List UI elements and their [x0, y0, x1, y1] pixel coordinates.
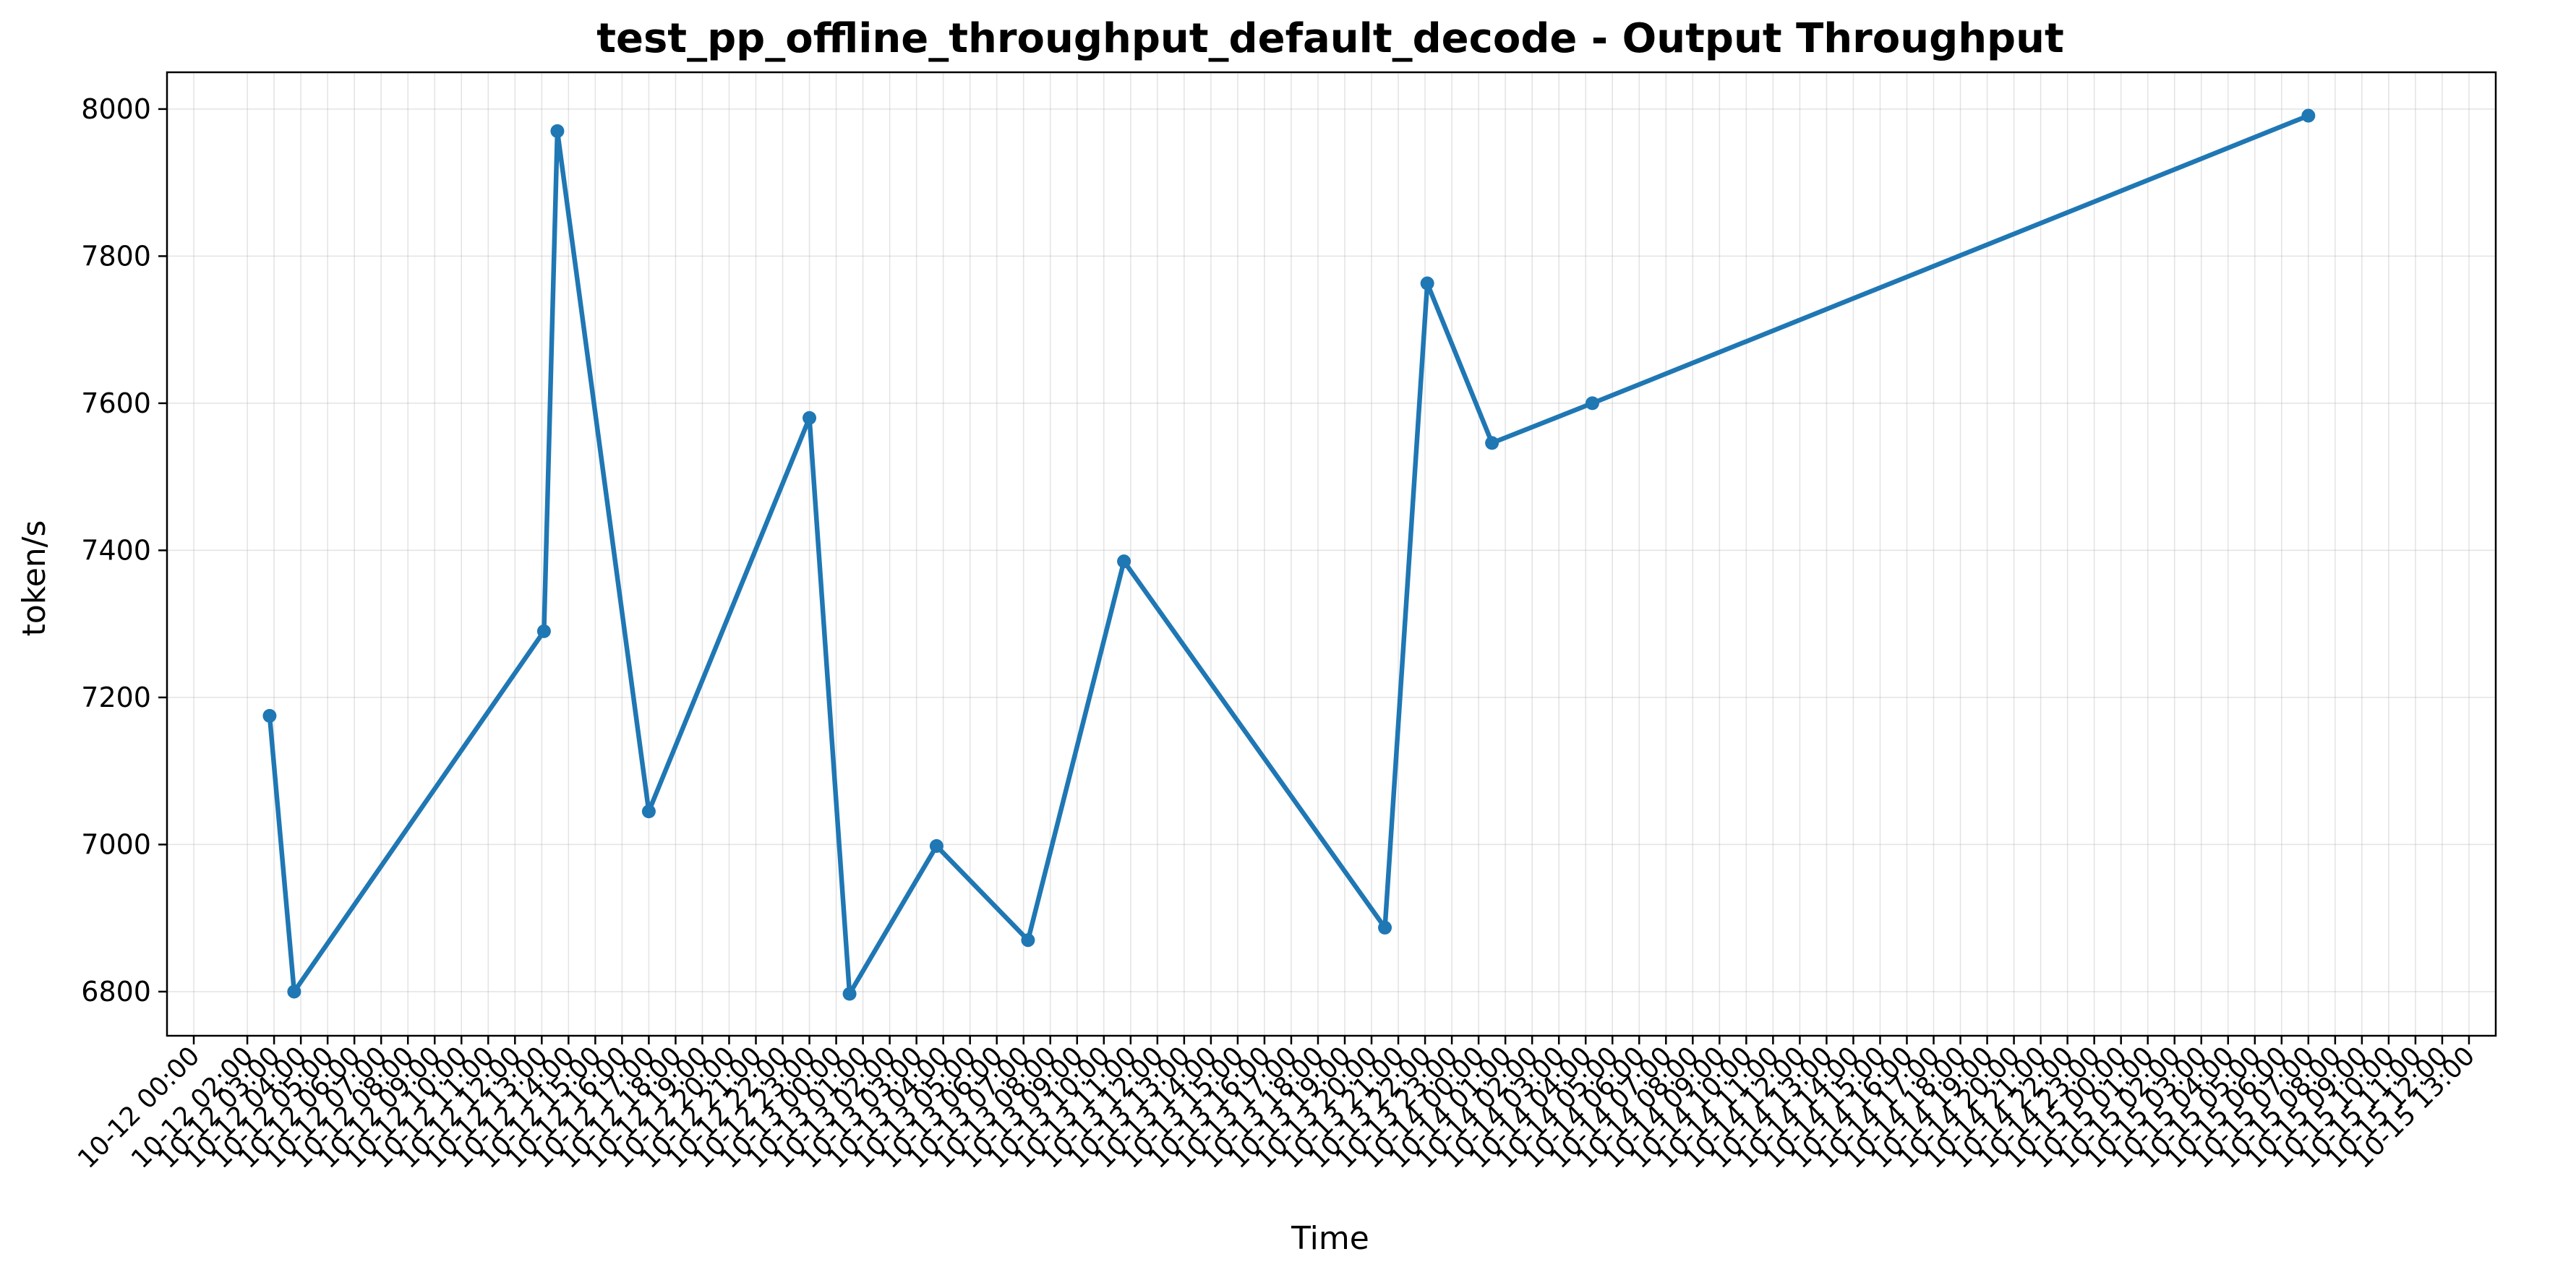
data-point	[550, 124, 565, 138]
data-point	[2301, 108, 2316, 123]
data-point	[1021, 933, 1035, 948]
y-tick-label: 7000	[81, 828, 151, 860]
x-axis-label: Time	[1291, 1220, 1369, 1257]
data-point	[641, 804, 656, 819]
y-tick-label: 8000	[81, 93, 151, 125]
data-point	[842, 987, 857, 1001]
y-tick-label: 7200	[81, 682, 151, 713]
data-point	[262, 708, 277, 723]
data-point	[536, 624, 551, 638]
grid-lines	[167, 72, 2496, 1036]
y-tick-label: 7800	[81, 240, 151, 272]
plot-frame	[166, 71, 2497, 1037]
y-axis-label: token/s	[16, 520, 53, 637]
data-series	[262, 108, 2316, 1001]
data-point	[929, 838, 943, 853]
chart-title: test_pp_offline_throughput_default_decod…	[596, 15, 2064, 62]
y-tick-label: 7600	[81, 387, 151, 419]
data-point	[803, 411, 817, 425]
data-point	[1117, 554, 1131, 569]
y-tick-label: 7400	[81, 534, 151, 566]
data-point	[1378, 920, 1392, 935]
data-point	[1585, 396, 1599, 411]
data-point	[1420, 276, 1434, 291]
y-tick-label: 6800	[81, 976, 151, 1008]
data-point	[1485, 436, 1499, 450]
data-point	[287, 984, 301, 999]
